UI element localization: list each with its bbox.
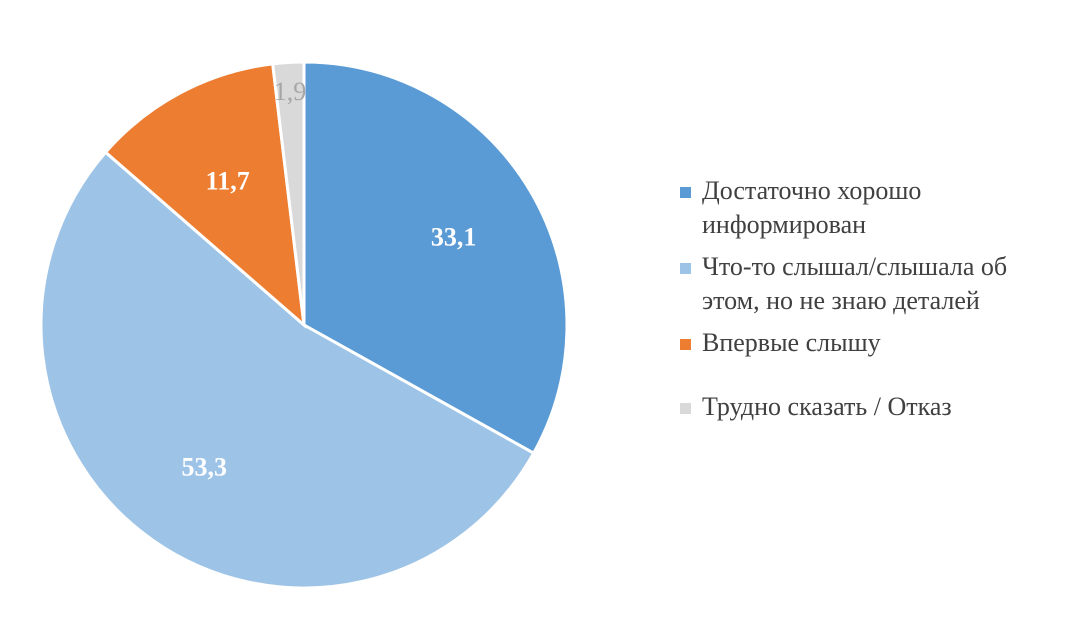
- data-label-2: 53,3: [181, 453, 227, 482]
- pie-slice-2: [39, 150, 536, 590]
- legend-label: Трудно сказать / Отказ: [702, 392, 952, 421]
- data-label-4: 1,9: [274, 77, 307, 106]
- pie-slice-4: [271, 60, 306, 326]
- legend-item-3: Впервые слышу: [680, 326, 1080, 360]
- legend-label: Впервые слышу: [702, 328, 881, 357]
- legend-swatch: [680, 263, 691, 274]
- legend-swatch: [680, 403, 691, 414]
- legend-item-4: Трудно сказать / Отказ: [680, 390, 1080, 424]
- legend-swatch: [680, 187, 691, 198]
- pie-slice-1: [302, 60, 569, 456]
- data-label-3: 11,7: [206, 166, 250, 195]
- chart-legend: Достаточно хорошо информирован Что-то слы…: [680, 174, 1080, 424]
- pie-slice-3: [103, 62, 306, 329]
- data-label-1: 33,1: [431, 223, 477, 252]
- legend-swatch: [680, 339, 691, 350]
- legend-label: Что-то слышал/слышала об этом, но не зна…: [702, 252, 1008, 315]
- legend-item-1: Достаточно хорошо информирован: [680, 174, 1080, 242]
- legend-item-2: Что-то слышал/слышала об этом, но не зна…: [680, 250, 1080, 318]
- legend-label: Достаточно хорошо информирован: [702, 176, 922, 239]
